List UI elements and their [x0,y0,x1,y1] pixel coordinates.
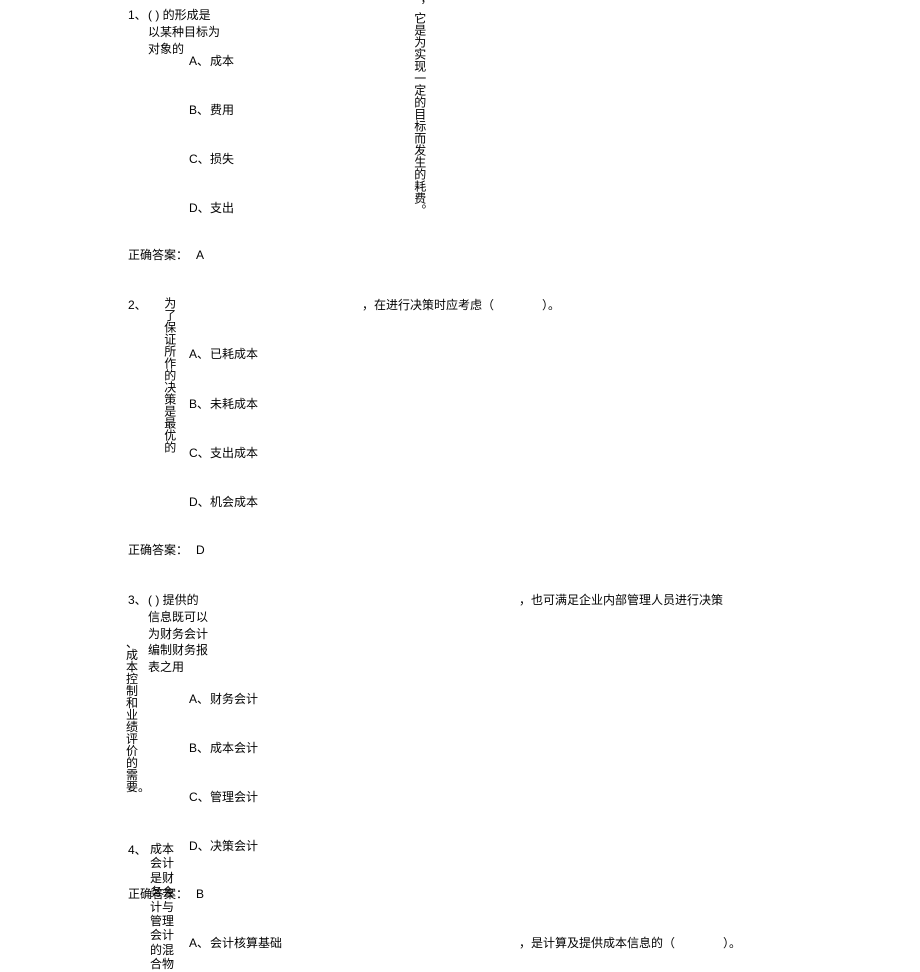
q3-optA-letter: A、 [189,691,203,708]
q4-stem-part1: 成本会计是财务会计与管理会计的混合物 [150,842,176,972]
q1-answer-label: 正确答案： [128,247,188,264]
q4-optA-text: 会计核算基础 [210,935,282,952]
q3-optD-letter: D、 [189,838,203,855]
q3-number: 3、 [128,592,147,609]
q2-stem-part1: 为了保证所作的决策是最优的 [161,297,178,453]
q2-optA-letter: A、 [189,346,203,363]
q3-stem-part1: ( ) 提供的信息既可以为财务会计编制财务报表之用 [148,592,208,676]
q3-optB-letter: B、 [189,740,203,757]
q2-optD-text: 机会成本 [210,494,258,511]
q4-number: 4、 [128,842,147,859]
q4-stem-part2: ，是计算及提供成本信息的（ ）。 [519,935,741,952]
q3-stem-part2: ，也可满足企业内部管理人员进行决策 [519,592,723,609]
q2-optC-text: 支出成本 [210,445,258,462]
q1-optA-letter: A、 [189,53,203,70]
q1-optC-text: 损失 [210,151,234,168]
q2-optA-text: 已耗成本 [210,346,258,363]
q4-optA-letter: A、 [189,935,209,952]
q1-optC-letter: C、 [189,151,203,168]
q1-stem-part1: ( ) 的形成是以某种目标为对象的 [148,7,220,57]
page: 1、 ( ) 的形成是以某种目标为对象的 ，它是为实现一定的目标而发生的耗费。 … [0,0,920,949]
q3-optD-text: 决策会计 [210,838,258,855]
q3-optB-text: 成本会计 [210,740,258,757]
q1-optD-letter: D、 [189,200,203,217]
q3-optC-text: 管理会计 [210,789,258,806]
q3-optC-letter: C、 [189,789,203,806]
q2-answer: D [196,542,205,559]
q2-optD-letter: D、 [189,494,203,511]
q1-answer: A [196,247,204,264]
q2-optB-letter: B、 [189,396,203,413]
q2-answer-label: 正确答案： [128,542,188,559]
q1-stem-part2: ，它是为实现一定的目标而发生的耗费。 [411,0,428,216]
q1-number: 1、 [128,7,147,24]
q1-optB-letter: B、 [189,102,203,119]
q1-optB-text: 费用 [210,102,234,119]
q2-number: 2、 [128,297,147,314]
q3-answer: B [196,886,204,903]
q1-optA-text: 成本 [210,53,234,70]
q2-optC-letter: C、 [189,445,203,462]
q1-optD-text: 支出 [210,200,234,217]
q3-optA-text: 财务会计 [210,691,258,708]
q2-optB-text: 未耗成本 [210,396,258,413]
q2-stem-part2: ，在进行决策时应考虑（ ）。 [362,297,560,314]
q3-stem-part3: 、成本控制和业绩评价的需要。 [126,637,140,793]
